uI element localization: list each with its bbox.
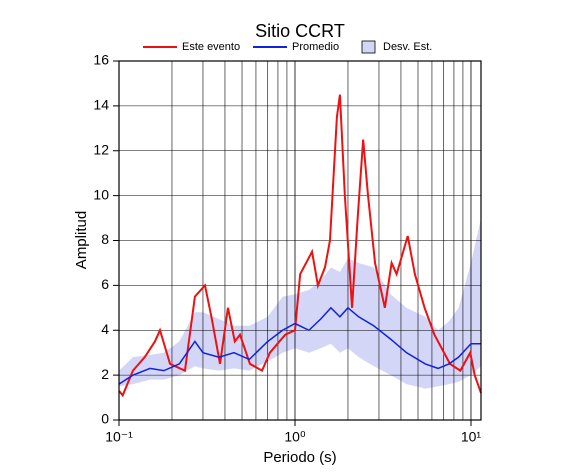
chart-title: Sitio CCRT — [255, 21, 345, 41]
y-tick-label: 8 — [101, 231, 109, 247]
y-tick-label: 4 — [101, 321, 109, 337]
y-axis-label: Amplitud — [73, 211, 90, 269]
x-tick-label: 10⁰ — [284, 429, 306, 445]
legend-label: Desv. Est. — [383, 41, 432, 53]
std-band — [119, 218, 481, 389]
y-tick-label: 2 — [101, 366, 109, 382]
x-tick-label: 10⁻¹ — [105, 429, 133, 445]
y-tick-label: 10 — [93, 186, 109, 202]
x-tick-label: 10¹ — [461, 429, 482, 445]
plot-frame — [118, 60, 482, 421]
series-line — [118, 94, 482, 398]
y-tick-label: 6 — [101, 276, 109, 292]
legend-label: Promedio — [292, 41, 339, 53]
legend-swatch — [361, 40, 376, 54]
y-tick-label: 0 — [101, 411, 109, 427]
y-tick-label: 14 — [93, 97, 109, 113]
legend-label: Este evento — [182, 41, 240, 53]
y-tick-label: 12 — [93, 141, 109, 157]
series-line — [118, 306, 481, 385]
x-axis-label: Periodo (s) — [263, 449, 336, 466]
y-tick-label: 16 — [93, 52, 109, 68]
